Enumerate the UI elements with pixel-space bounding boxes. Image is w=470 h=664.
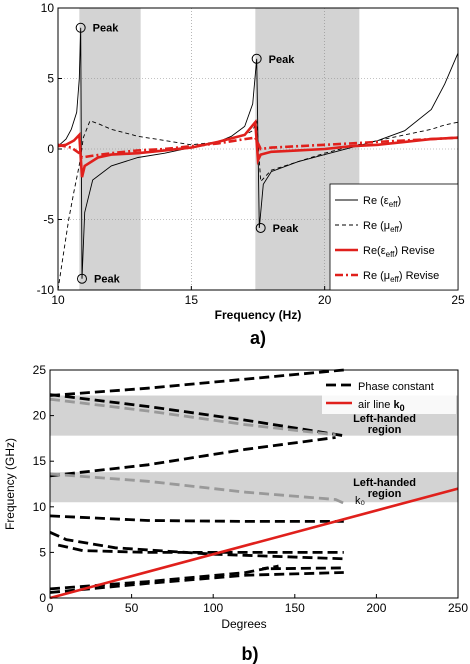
shaded-band <box>50 472 458 503</box>
panel-label-b: b) <box>242 644 259 664</box>
legend-entry: Phase constant <box>358 381 434 393</box>
annotation-text: region <box>368 424 402 436</box>
annotation-text: Left-handed <box>353 477 416 489</box>
series-0-segment-3 <box>49 514 344 523</box>
series-line-3 <box>57 136 459 159</box>
x-axis-label: Degrees <box>221 617 266 631</box>
panel-label-a: a) <box>250 328 266 348</box>
annotation-text: k₀ <box>355 495 365 507</box>
series-0-segment-7 <box>49 571 344 594</box>
y-tick-label: 0 <box>39 591 46 605</box>
y-tick-label: 20 <box>33 409 47 423</box>
x-tick-label: 250 <box>448 601 468 615</box>
y-tick-label: 10 <box>41 1 55 15</box>
series-line-2 <box>57 118 459 178</box>
legend-box <box>329 183 459 291</box>
peak-label: Peak <box>94 274 121 286</box>
series-1-segment-1 <box>49 472 345 505</box>
x-tick-label: 50 <box>125 601 139 615</box>
series-0-segment-2 <box>49 436 336 478</box>
series-0-segment-0 <box>49 368 344 397</box>
series-0-segment-1 <box>49 393 345 438</box>
legend-entry: Re (μeff) <box>363 220 403 234</box>
peak-marker <box>75 22 86 33</box>
series-line-2 <box>49 487 459 600</box>
legend-box <box>322 374 456 414</box>
x-tick-label: 10 <box>51 293 65 307</box>
legend-entry: Re (εeff) <box>363 195 401 209</box>
peak-marker <box>255 222 266 233</box>
plot-frame <box>49 369 459 599</box>
annotation-text: Left-handed <box>353 413 416 425</box>
peak-label: Peak <box>269 54 296 66</box>
y-tick-label: 10 <box>33 500 47 514</box>
y-tick-label: 15 <box>33 454 47 468</box>
y-axis-label: Frequency (GHz) <box>3 438 17 530</box>
peak-label: Peak <box>273 223 300 235</box>
series-0-segment-4 <box>57 543 344 554</box>
x-tick-label: 15 <box>185 293 199 307</box>
y-tick-label: 25 <box>33 363 47 377</box>
series-0-segment-6 <box>49 564 344 591</box>
peak-marker <box>251 53 262 64</box>
peak-label: Peak <box>93 23 120 35</box>
legend-entry: air line k0 <box>358 399 405 413</box>
y-tick-label: -10 <box>37 283 55 297</box>
x-tick-label: 100 <box>203 601 223 615</box>
y-tick-label: 5 <box>47 72 54 86</box>
peak-marker <box>77 273 87 284</box>
series-0-segment-5 <box>49 531 344 561</box>
annotation-text: region <box>368 488 402 500</box>
y-tick-label: 0 <box>47 142 54 156</box>
x-tick-label: 200 <box>366 601 386 615</box>
legend-entry: Re (μeff) Revise <box>363 270 439 284</box>
y-tick-label: -5 <box>43 213 54 227</box>
x-tick-label: 25 <box>451 293 465 307</box>
series-1-segment-0 <box>49 397 336 437</box>
chart-a: 10 15 20 25 -10 -5 0 5 10 Frequency (Hz) a) Peak Pea… <box>37 1 465 348</box>
chart-b: 0 50 100 150 200 250 0 5 10 15 20 25 Degrees Frequenc… <box>3 363 468 664</box>
y-tick-label: 5 <box>39 545 46 559</box>
x-tick-label: 150 <box>285 601 305 615</box>
legend-entry: Re(εeff) Revise <box>363 245 435 259</box>
x-axis-label: Frequency (Hz) <box>215 308 302 322</box>
x-tick-label: 0 <box>47 601 54 615</box>
x-tick-label: 20 <box>318 293 332 307</box>
